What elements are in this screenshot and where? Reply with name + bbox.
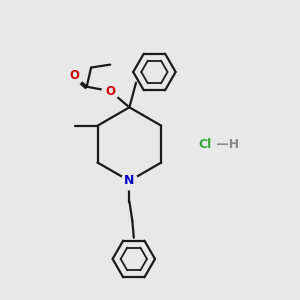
Text: O: O: [69, 69, 79, 82]
Text: —H: —H: [212, 138, 239, 151]
Text: O: O: [105, 85, 115, 98]
Text: Cl: Cl: [199, 138, 212, 151]
Text: N: N: [124, 174, 135, 188]
